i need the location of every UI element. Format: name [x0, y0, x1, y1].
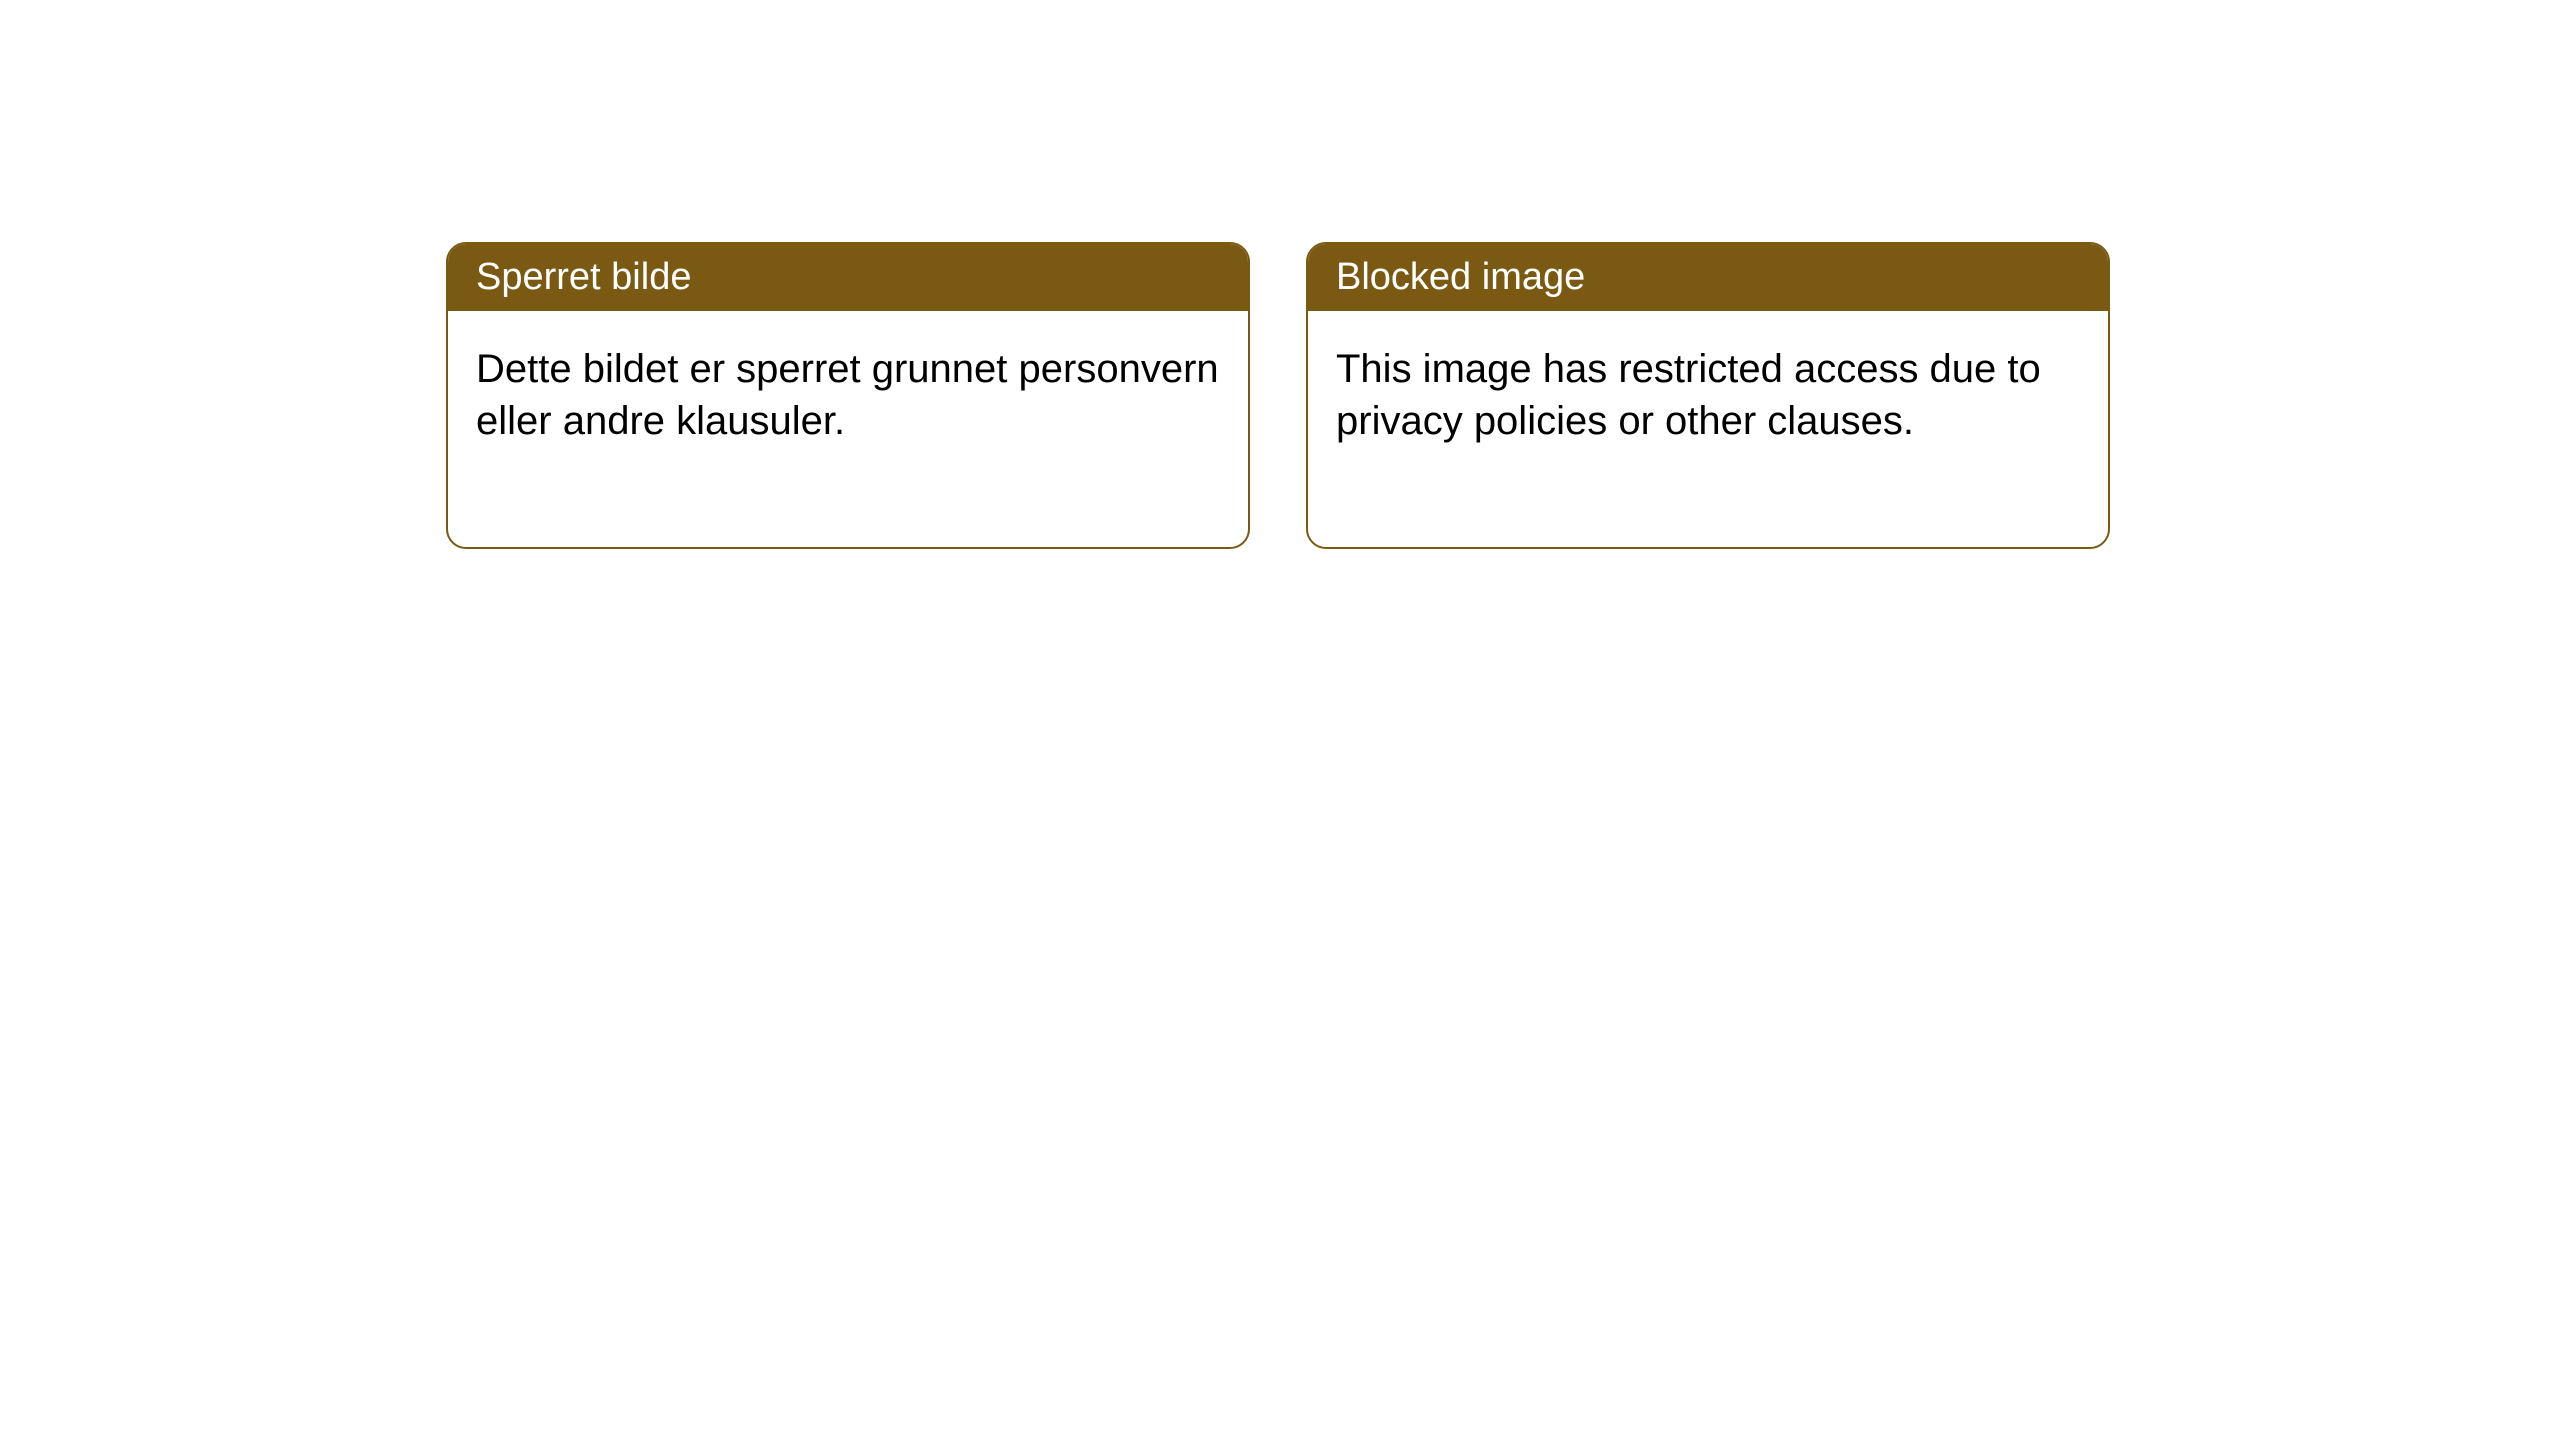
- card-title: Blocked image: [1336, 256, 1585, 298]
- card-body-text: Dette bildet er sperret grunnet personve…: [476, 347, 1219, 443]
- notice-card-norwegian: Sperret bilde Dette bildet er sperret gr…: [446, 242, 1250, 549]
- notice-container: Sperret bilde Dette bildet er sperret gr…: [0, 0, 2560, 549]
- card-title: Sperret bilde: [476, 256, 691, 298]
- card-body: This image has restricted access due to …: [1308, 311, 2108, 547]
- card-header: Sperret bilde: [448, 244, 1248, 311]
- card-body-text: This image has restricted access due to …: [1336, 347, 2041, 443]
- notice-card-english: Blocked image This image has restricted …: [1306, 242, 2110, 549]
- card-body: Dette bildet er sperret grunnet personve…: [448, 311, 1248, 547]
- card-header: Blocked image: [1308, 244, 2108, 311]
